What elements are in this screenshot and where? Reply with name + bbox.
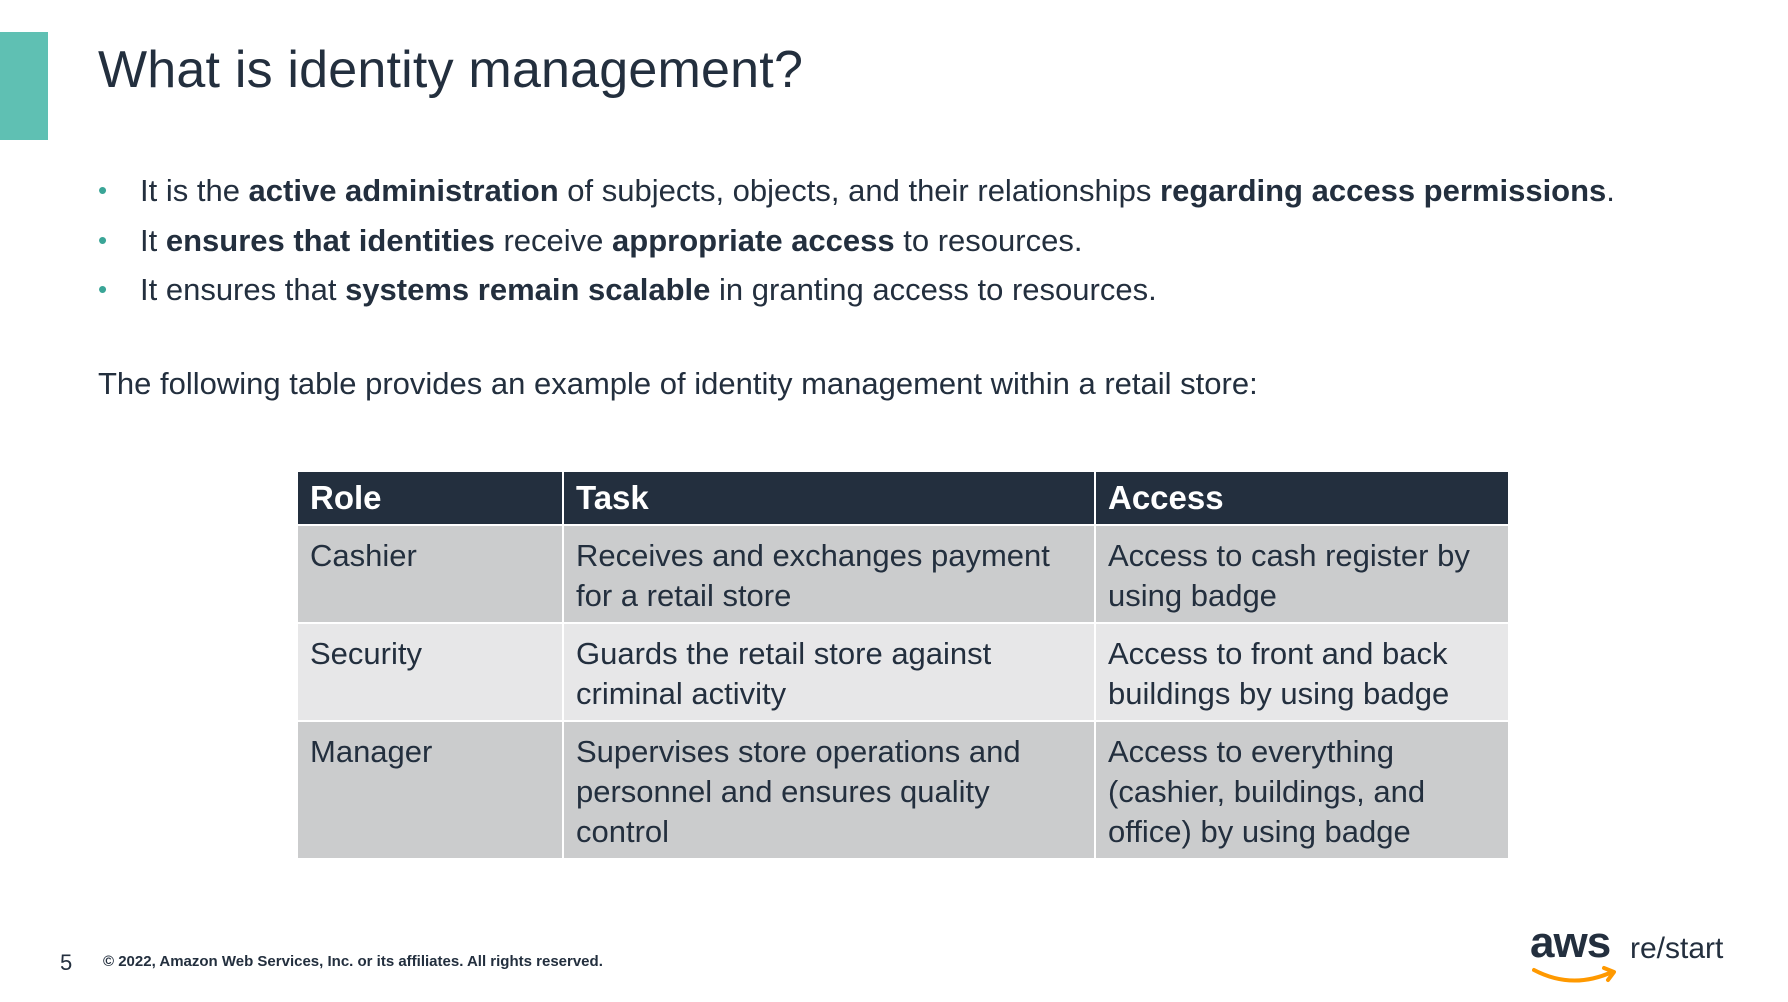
- bullet-dot-icon: •: [98, 274, 108, 304]
- header-access: Access: [1094, 470, 1510, 526]
- logo-restart-text: re/start: [1630, 932, 1724, 965]
- header-role: Role: [296, 470, 564, 526]
- identity-table: Role Task Access Cashier Receives and ex…: [296, 470, 1510, 860]
- header-task: Task: [562, 470, 1096, 526]
- bullet-item: • It ensures that systems remain scalable…: [96, 265, 1615, 315]
- bullet-list: • It is the active administration of subj…: [96, 166, 1615, 315]
- bullet-dot-icon: •: [98, 175, 108, 205]
- cell-access: Access to cash register by using badge: [1094, 524, 1510, 624]
- cell-task: Receives and exchanges payment for a reta…: [562, 524, 1096, 624]
- logo-aws-text: aws: [1530, 918, 1611, 967]
- slide-title: What is identity management?: [98, 41, 804, 99]
- cell-role: Cashier: [296, 524, 564, 624]
- cell-task: Guards the retail store against criminal …: [562, 622, 1096, 722]
- page-number: 5: [60, 950, 73, 975]
- accent-bar: [0, 32, 48, 140]
- cell-role: Manager: [296, 720, 564, 860]
- aws-smile-icon: [1532, 966, 1616, 983]
- table-intro: The following table provides an example …: [98, 366, 1258, 401]
- cell-access: Access to front and back buildings by usi…: [1094, 622, 1510, 722]
- table-header-row: Role Task Access: [296, 470, 1510, 526]
- copyright-notice: © 2022, Amazon Web Services, Inc. or its…: [103, 953, 603, 970]
- cell-task: Supervises store operations and personnel…: [562, 720, 1096, 860]
- table-row: Manager Supervises store operations and p…: [296, 720, 1510, 860]
- bullet-dot-icon: •: [98, 224, 108, 255]
- table-row: Security Guards the retail store against…: [296, 622, 1510, 722]
- cell-access: Access to everything (cashier, buildings,…: [1094, 720, 1510, 860]
- aws-restart-logo: aws re/start: [1530, 918, 1730, 988]
- bullet-item: • It ensures that identities receive appr…: [96, 216, 1615, 266]
- cell-role: Security: [296, 622, 564, 722]
- bullet-item: • It is the active administration of subj…: [96, 166, 1615, 216]
- table-row: Cashier Receives and exchanges payment fo…: [296, 524, 1510, 624]
